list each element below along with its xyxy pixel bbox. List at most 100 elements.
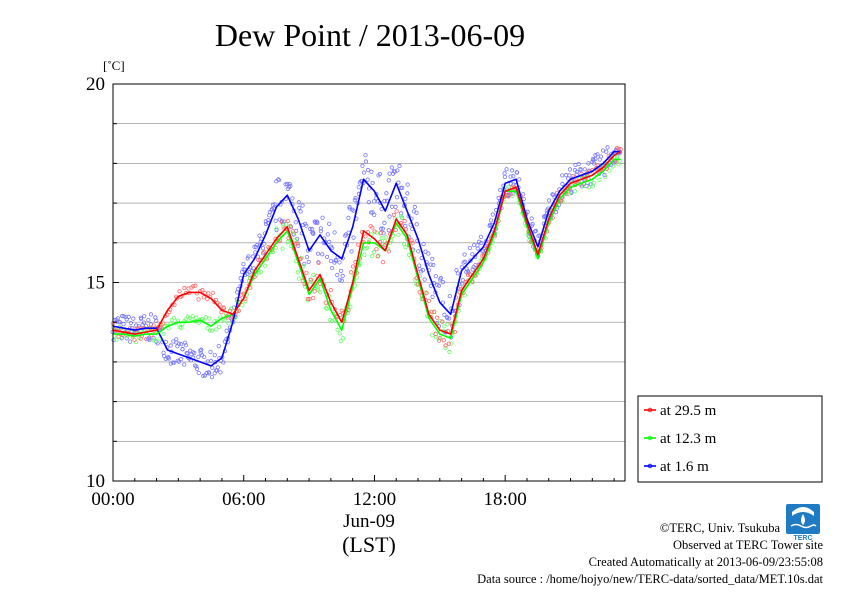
scatter-point bbox=[370, 180, 375, 186]
scatter-point bbox=[360, 163, 365, 168]
scatter-point bbox=[349, 270, 354, 275]
scatter-point bbox=[276, 177, 281, 182]
scatter-point bbox=[380, 259, 386, 265]
scatter-point bbox=[320, 252, 325, 257]
scatter-point bbox=[351, 208, 356, 213]
scatter-point bbox=[201, 295, 206, 300]
scatter-point bbox=[250, 254, 256, 259]
scatter-point bbox=[567, 167, 573, 172]
scatter-point bbox=[203, 315, 209, 320]
scatter-point bbox=[438, 335, 443, 341]
scatter-point bbox=[311, 272, 316, 277]
scatter-point bbox=[320, 215, 325, 220]
scatter-point bbox=[311, 295, 316, 301]
scatter-point bbox=[293, 220, 298, 225]
scatter-point bbox=[582, 167, 587, 172]
scatter-point bbox=[490, 212, 495, 217]
scatter-point bbox=[403, 223, 408, 229]
scatter-point bbox=[396, 180, 401, 185]
scatter-point bbox=[304, 223, 309, 228]
scatter-point bbox=[600, 148, 606, 153]
scatter-point bbox=[593, 166, 599, 171]
scatter-point bbox=[370, 225, 375, 230]
scatter-point bbox=[124, 336, 129, 341]
scatter-point bbox=[120, 313, 125, 319]
scatter-point bbox=[367, 238, 372, 243]
scatter-point bbox=[327, 221, 332, 226]
scatter-point bbox=[350, 264, 356, 269]
scatter-point bbox=[148, 312, 154, 317]
scatter-point bbox=[224, 328, 229, 333]
scatter-point bbox=[277, 217, 282, 222]
scatter-point bbox=[616, 162, 621, 167]
series-line bbox=[112, 150, 622, 335]
scatter-point bbox=[597, 177, 602, 182]
scatter-point bbox=[586, 161, 591, 166]
scatter-point bbox=[121, 314, 126, 319]
scatter-point bbox=[161, 331, 166, 337]
scatter-point bbox=[618, 147, 623, 152]
scatter-point bbox=[309, 279, 314, 284]
scatter-point bbox=[265, 253, 270, 258]
scatter-point bbox=[177, 359, 182, 364]
logo-text: TERC bbox=[793, 535, 812, 542]
scatter-point bbox=[387, 214, 392, 219]
credit-source: Data source : /home/hojyo/new/TERC-data/… bbox=[477, 572, 823, 586]
scatter-point bbox=[433, 331, 438, 336]
scatter-point bbox=[330, 266, 335, 271]
scatter-point bbox=[218, 370, 223, 375]
scatter-point bbox=[196, 297, 201, 302]
scatter-point bbox=[422, 277, 427, 282]
scatter-point bbox=[332, 230, 337, 235]
scatter-point bbox=[378, 230, 383, 236]
legend: at 29.5 m at 12.3 m at 1.6 m bbox=[637, 395, 823, 483]
scatter-point bbox=[111, 337, 116, 343]
credit-observed: Observed at TERC Tower site bbox=[673, 538, 823, 552]
scatter-point bbox=[142, 314, 147, 319]
scatter-point bbox=[168, 343, 173, 348]
scatter-point bbox=[488, 218, 494, 223]
scatter-point bbox=[205, 359, 210, 364]
scatter-point bbox=[447, 293, 452, 299]
scatter-point bbox=[361, 170, 367, 175]
scatter-point bbox=[208, 358, 214, 363]
scatter-point bbox=[410, 240, 415, 245]
scatter-point bbox=[440, 319, 445, 324]
scatter-point bbox=[171, 315, 177, 321]
legend-marker bbox=[647, 463, 653, 469]
scatter-point bbox=[380, 226, 385, 231]
scatter-point bbox=[517, 177, 522, 182]
scatter-point bbox=[387, 171, 392, 176]
scatter-point bbox=[431, 262, 436, 267]
scatter-point bbox=[372, 229, 377, 234]
scatter-point bbox=[382, 220, 387, 226]
scatter-point bbox=[210, 365, 215, 370]
scatter-point bbox=[263, 263, 268, 268]
scatter-point bbox=[475, 246, 480, 251]
scatter-point bbox=[324, 254, 330, 260]
scatter-point bbox=[191, 283, 196, 289]
scatter-point bbox=[245, 256, 250, 261]
scatter-point bbox=[296, 200, 302, 205]
scatter-point bbox=[199, 347, 204, 352]
scatter-point bbox=[365, 167, 371, 173]
scatter-point bbox=[288, 223, 293, 229]
scatter-point bbox=[166, 356, 171, 361]
scatter-point bbox=[253, 245, 259, 250]
scatter-point bbox=[511, 174, 516, 179]
scatter-point bbox=[530, 222, 535, 227]
scatter-point bbox=[337, 277, 342, 282]
scatter-point bbox=[200, 288, 205, 293]
scatter-point bbox=[479, 240, 484, 246]
scatter-point bbox=[183, 343, 188, 348]
scatter-point bbox=[170, 360, 175, 365]
scatter-point bbox=[395, 168, 400, 173]
scatter-point bbox=[470, 252, 475, 257]
scatter-point bbox=[365, 177, 370, 182]
scatter-point bbox=[318, 290, 323, 295]
scatter-point bbox=[403, 227, 409, 232]
scatter-point bbox=[178, 342, 184, 347]
scatter-point bbox=[294, 241, 299, 246]
x-date-label: Jun-09 bbox=[343, 511, 395, 532]
